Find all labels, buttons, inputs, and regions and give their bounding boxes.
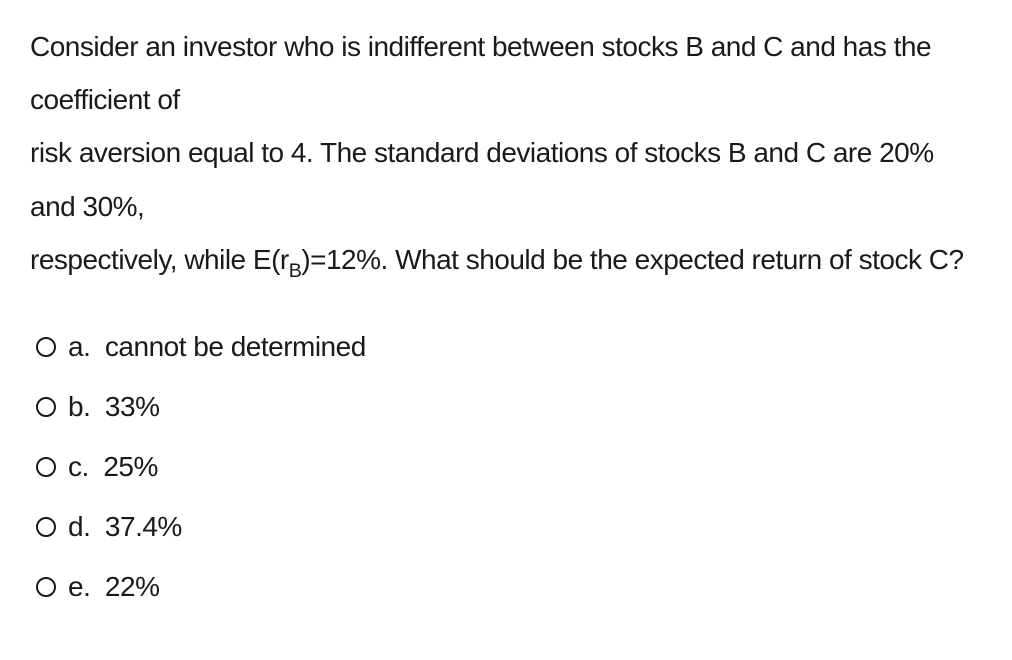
option-key: b. <box>68 391 90 422</box>
radio-icon <box>36 397 56 417</box>
option-text: 22% <box>105 571 160 602</box>
option-d[interactable]: d. 37.4% <box>36 511 982 543</box>
option-a[interactable]: a. cannot be determined <box>36 331 982 363</box>
option-key: d. <box>68 511 90 542</box>
option-text: 25% <box>103 451 158 482</box>
option-c[interactable]: c. 25% <box>36 451 982 483</box>
question-subscript: B <box>289 260 302 282</box>
option-b[interactable]: b. 33% <box>36 391 982 423</box>
option-label: d. 37.4% <box>68 511 182 543</box>
option-label: e. 22% <box>68 571 159 603</box>
option-key: a. <box>68 331 90 362</box>
radio-icon <box>36 457 56 477</box>
option-key: e. <box>68 571 90 602</box>
question-line-1: Consider an investor who is indifferent … <box>30 31 931 115</box>
question-text: Consider an investor who is indifferent … <box>30 20 982 289</box>
options-list: a. cannot be determined b. 33% c. 25% d.… <box>30 331 982 603</box>
option-label: b. 33% <box>68 391 159 423</box>
option-key: c. <box>68 451 89 482</box>
question-line-3-post: )=12%. What should be the expected retur… <box>301 244 963 275</box>
question-line-2: risk aversion equal to 4. The standard d… <box>30 137 934 221</box>
radio-icon <box>36 517 56 537</box>
option-label: a. cannot be determined <box>68 331 366 363</box>
question-line-3-pre: respectively, while E(r <box>30 244 289 275</box>
option-e[interactable]: e. 22% <box>36 571 982 603</box>
radio-icon <box>36 337 56 357</box>
option-text: cannot be determined <box>105 331 366 362</box>
option-text: 37.4% <box>105 511 182 542</box>
radio-icon <box>36 577 56 597</box>
option-text: 33% <box>105 391 160 422</box>
option-label: c. 25% <box>68 451 158 483</box>
